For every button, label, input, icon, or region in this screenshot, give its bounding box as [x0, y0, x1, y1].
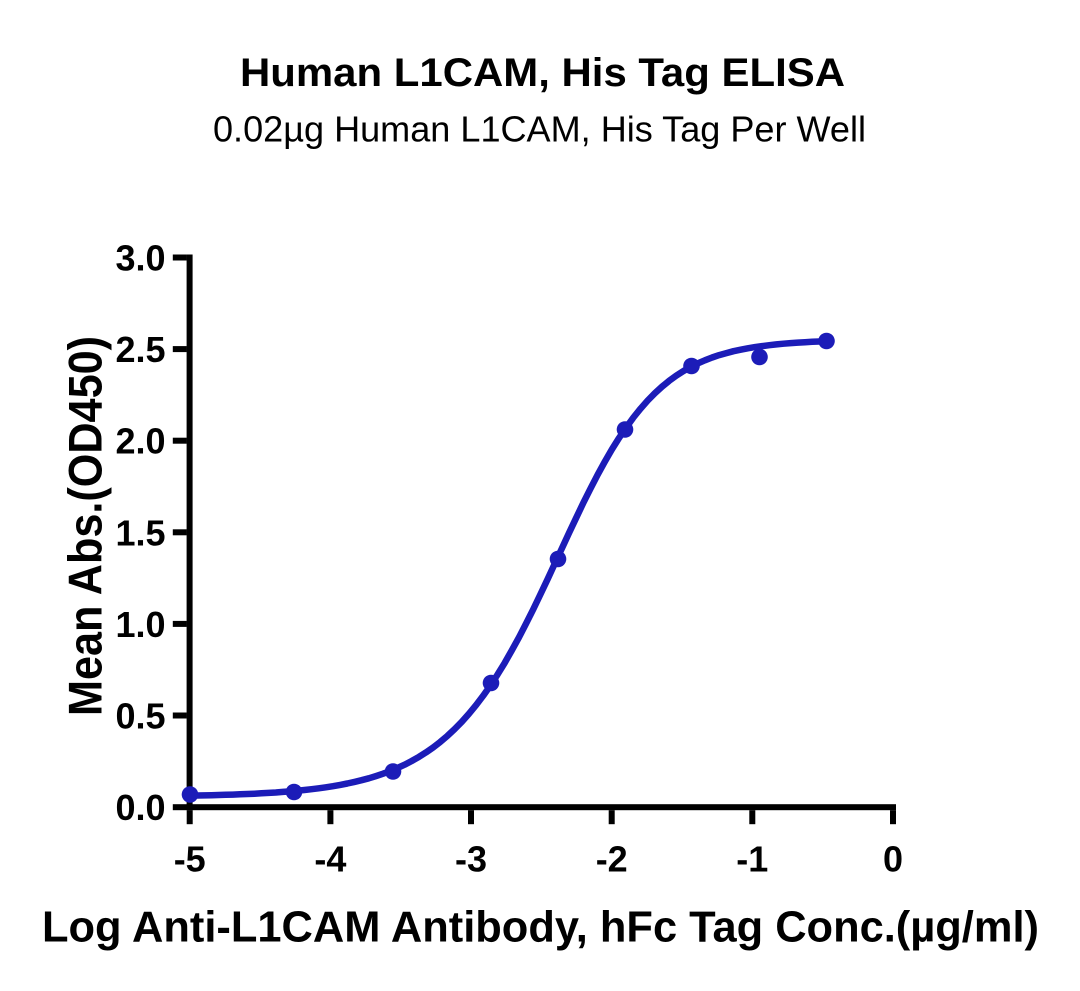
svg-text:Human L1CAM, His Tag ELISA: Human L1CAM, His Tag ELISA — [240, 51, 845, 95]
svg-text:3.0: 3.0 — [115, 238, 165, 279]
svg-text:1.5: 1.5 — [115, 512, 165, 553]
svg-text:0.02µg Human L1CAM, His Tag Pe: 0.02µg Human L1CAM, His Tag Per Well — [213, 109, 866, 150]
svg-text:Mean Abs.(OD450): Mean Abs.(OD450) — [59, 336, 112, 716]
svg-text:-5: -5 — [174, 839, 206, 880]
svg-text:-1: -1 — [736, 839, 768, 880]
svg-text:-2: -2 — [596, 839, 628, 880]
svg-text:0.5: 0.5 — [115, 696, 165, 737]
svg-text:Log Anti-L1CAM Antibody, hFc T: Log Anti-L1CAM Antibody, hFc Tag Conc.(µ… — [42, 903, 1039, 952]
svg-text:0.0: 0.0 — [115, 787, 165, 828]
svg-text:0: 0 — [883, 839, 903, 880]
svg-text:-4: -4 — [314, 839, 346, 880]
svg-text:1.0: 1.0 — [115, 604, 165, 645]
svg-text:-3: -3 — [455, 839, 487, 880]
svg-text:2.0: 2.0 — [115, 421, 165, 462]
svg-text:2.5: 2.5 — [115, 329, 165, 370]
